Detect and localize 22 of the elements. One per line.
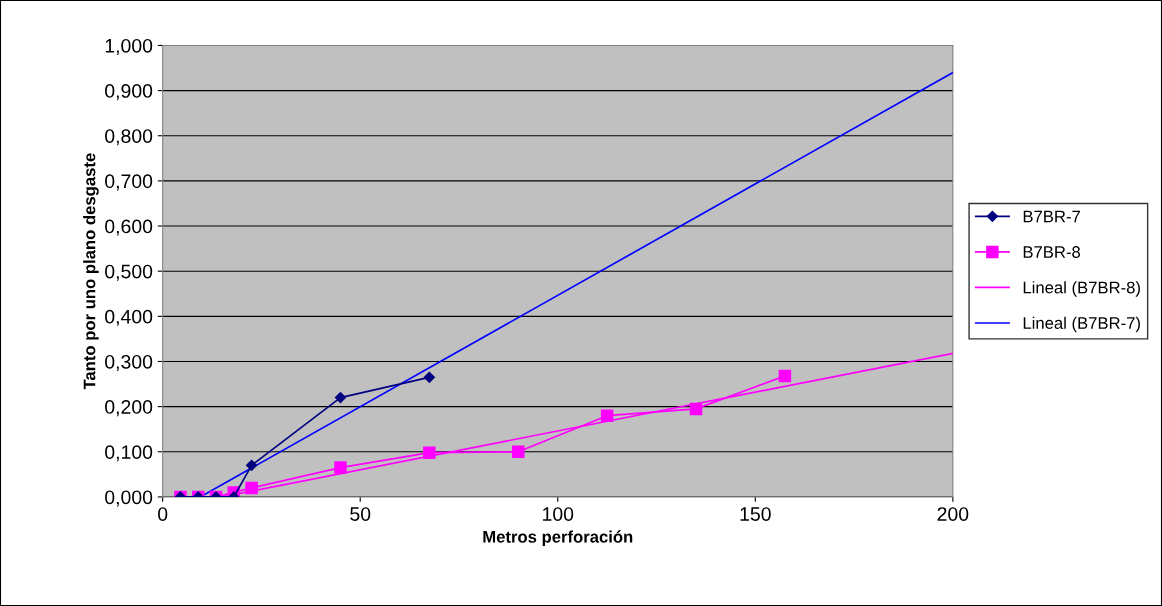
y-tick-label: 0,900 xyxy=(105,84,153,101)
y-tick-label: 0,600 xyxy=(105,219,153,236)
y-tick-label: 0,500 xyxy=(105,264,153,281)
y-tick-label: 0,700 xyxy=(105,174,153,191)
y-tick-label: 0,800 xyxy=(105,129,153,146)
y-tick-label: 0,400 xyxy=(105,309,153,326)
legend-label: Lineal (B7BR-8) xyxy=(1023,281,1140,297)
x-tick-label: 50 xyxy=(350,507,371,521)
y-tick-label: 1,000 xyxy=(105,38,153,55)
x-tick-label: 150 xyxy=(740,507,771,521)
legend-label: B7BR-8 xyxy=(1023,246,1081,258)
y-axis-title: Tanto por uno plano desgaste xyxy=(83,153,99,390)
y-tick-label: 0,300 xyxy=(105,354,153,372)
x-tick-label: 100 xyxy=(543,507,574,521)
x-tick-label: 0 xyxy=(158,507,168,521)
x-tick-label: 200 xyxy=(937,507,969,521)
y-tick-label: 0,200 xyxy=(105,400,153,417)
y-tick-label: 0,000 xyxy=(105,490,153,507)
x-axis-title: Metros perforación xyxy=(483,530,633,547)
y-tick-label: 0,100 xyxy=(105,445,153,462)
legend-label: B7BR-7 xyxy=(1023,210,1080,223)
legend-label: Lineal (B7BR-7) xyxy=(1023,316,1140,333)
